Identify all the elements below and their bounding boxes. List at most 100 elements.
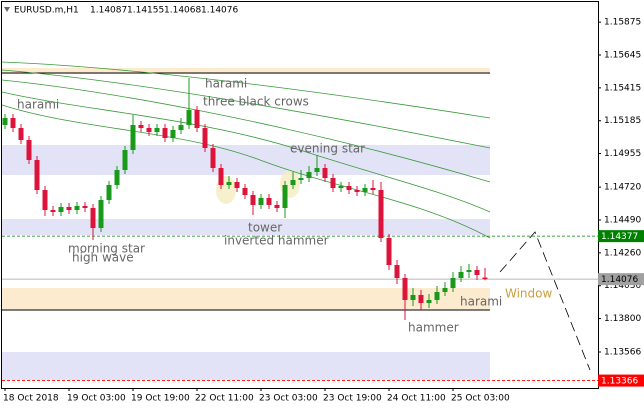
- candle-body: [282, 185, 288, 208]
- ma-line: [1, 104, 491, 239]
- candle-body: [394, 265, 400, 278]
- candle-body: [98, 200, 104, 228]
- candle-body: [330, 178, 336, 188]
- y-tick-label: 1.13566: [604, 348, 641, 358]
- candle-body: [338, 186, 344, 188]
- zone: [2, 288, 490, 310]
- candle-body: [378, 190, 384, 238]
- y-tick-label: 1.13800: [604, 314, 641, 324]
- annotation: harami: [460, 295, 502, 309]
- candle-body: [226, 182, 232, 185]
- x-tick-label: 19 Oct 03:00: [67, 394, 126, 404]
- annotation: tower: [248, 221, 282, 235]
- annotation: high wave: [72, 251, 134, 265]
- candle-body: [234, 182, 240, 188]
- price-label-box: [598, 374, 644, 387]
- candle-body: [74, 206, 80, 210]
- candle-body: [362, 188, 368, 192]
- header-open: 1.14087: [90, 6, 127, 16]
- candle-body: [154, 128, 160, 132]
- candle-body: [114, 170, 120, 185]
- annotation: hammer: [408, 321, 459, 335]
- candle-body: [210, 148, 216, 168]
- candle-body: [90, 208, 96, 228]
- candle-body: [218, 168, 224, 185]
- ma-line: [1, 91, 491, 213]
- price-label: 1.13366: [601, 377, 638, 387]
- candle-body: [42, 190, 48, 210]
- y-tick-label: 1.14260: [604, 248, 641, 258]
- candle-body: [50, 210, 56, 212]
- candle-body: [418, 295, 424, 303]
- candle-body: [354, 190, 360, 192]
- x-tick-label: 19 Oct 19:00: [131, 394, 190, 404]
- candle-body: [266, 198, 272, 205]
- candle-body: [402, 278, 408, 300]
- candle-body: [290, 180, 296, 185]
- y-tick-label: 1.15645: [604, 51, 641, 61]
- x-tick-label: 18 Oct 2018: [3, 394, 59, 404]
- candle-body: [434, 292, 440, 300]
- projection: [499, 231, 591, 371]
- candle-body: [466, 270, 472, 272]
- header-close: 1.14076: [201, 6, 238, 16]
- candle-body: [2, 118, 8, 125]
- candle-body: [18, 128, 24, 140]
- zone: [2, 68, 490, 74]
- zone: [2, 219, 490, 235]
- candle-body: [178, 125, 184, 130]
- candle-body: [194, 110, 200, 128]
- plot-frame: [1, 1, 599, 389]
- header-high: 1.14155: [127, 6, 164, 16]
- y-tick-label: 1.15875: [604, 18, 641, 28]
- candle-body: [306, 172, 312, 178]
- y-tick-label: 1.15415: [604, 83, 641, 93]
- candle-body: [138, 125, 144, 128]
- y-tick-label: 1.14720: [604, 183, 641, 193]
- y-tick-label: 1.14490: [604, 216, 641, 226]
- candle-body: [482, 277, 488, 280]
- annotation: harami: [205, 77, 247, 91]
- candle-body: [250, 195, 256, 205]
- x-tick-label: 22 Oct 11:00: [195, 394, 254, 404]
- y-tick-label: 1.15185: [604, 116, 641, 126]
- candle-body: [58, 207, 64, 212]
- candle-body: [314, 168, 320, 172]
- annotation: inverted hammer: [224, 234, 329, 248]
- candle-body: [162, 128, 168, 138]
- candle-body: [258, 198, 264, 205]
- y-tick-label: 1.14955: [604, 149, 641, 159]
- zone: [2, 352, 490, 380]
- candle-body: [474, 270, 480, 275]
- price-label-box: [598, 273, 644, 286]
- plot: [2, 78, 598, 381]
- candle-body: [82, 206, 88, 208]
- header-icon: [4, 7, 10, 12]
- candle-body: [202, 128, 208, 148]
- symbol: EURUSD.m,H1: [14, 6, 79, 16]
- zone: [2, 145, 490, 175]
- candle-body: [450, 278, 456, 288]
- candle-body: [426, 300, 432, 303]
- candle-body: [170, 130, 176, 138]
- candle-body: [34, 160, 40, 190]
- annotation: harami: [17, 98, 59, 112]
- candle-body: [106, 185, 112, 200]
- candle-body: [242, 188, 248, 195]
- x-tick-label: 23 Oct 03:00: [259, 394, 318, 404]
- candle-body: [146, 128, 152, 132]
- price-label: 1.14076: [601, 275, 638, 285]
- candle-body: [386, 238, 392, 265]
- x-tick-label: 23 Oct 19:00: [323, 394, 382, 404]
- y-tick-label: 1.14030: [604, 281, 641, 291]
- candle-body: [370, 188, 376, 190]
- x-tick-label: 24 Oct 11:00: [387, 394, 446, 404]
- candle-body: [122, 150, 128, 170]
- candle-body: [410, 295, 416, 300]
- candle-body: [10, 118, 16, 128]
- x-tick-label: 25 Oct 03:00: [451, 394, 510, 404]
- candle-body: [298, 178, 304, 180]
- candle-body: [442, 288, 448, 292]
- candle-body: [322, 168, 328, 178]
